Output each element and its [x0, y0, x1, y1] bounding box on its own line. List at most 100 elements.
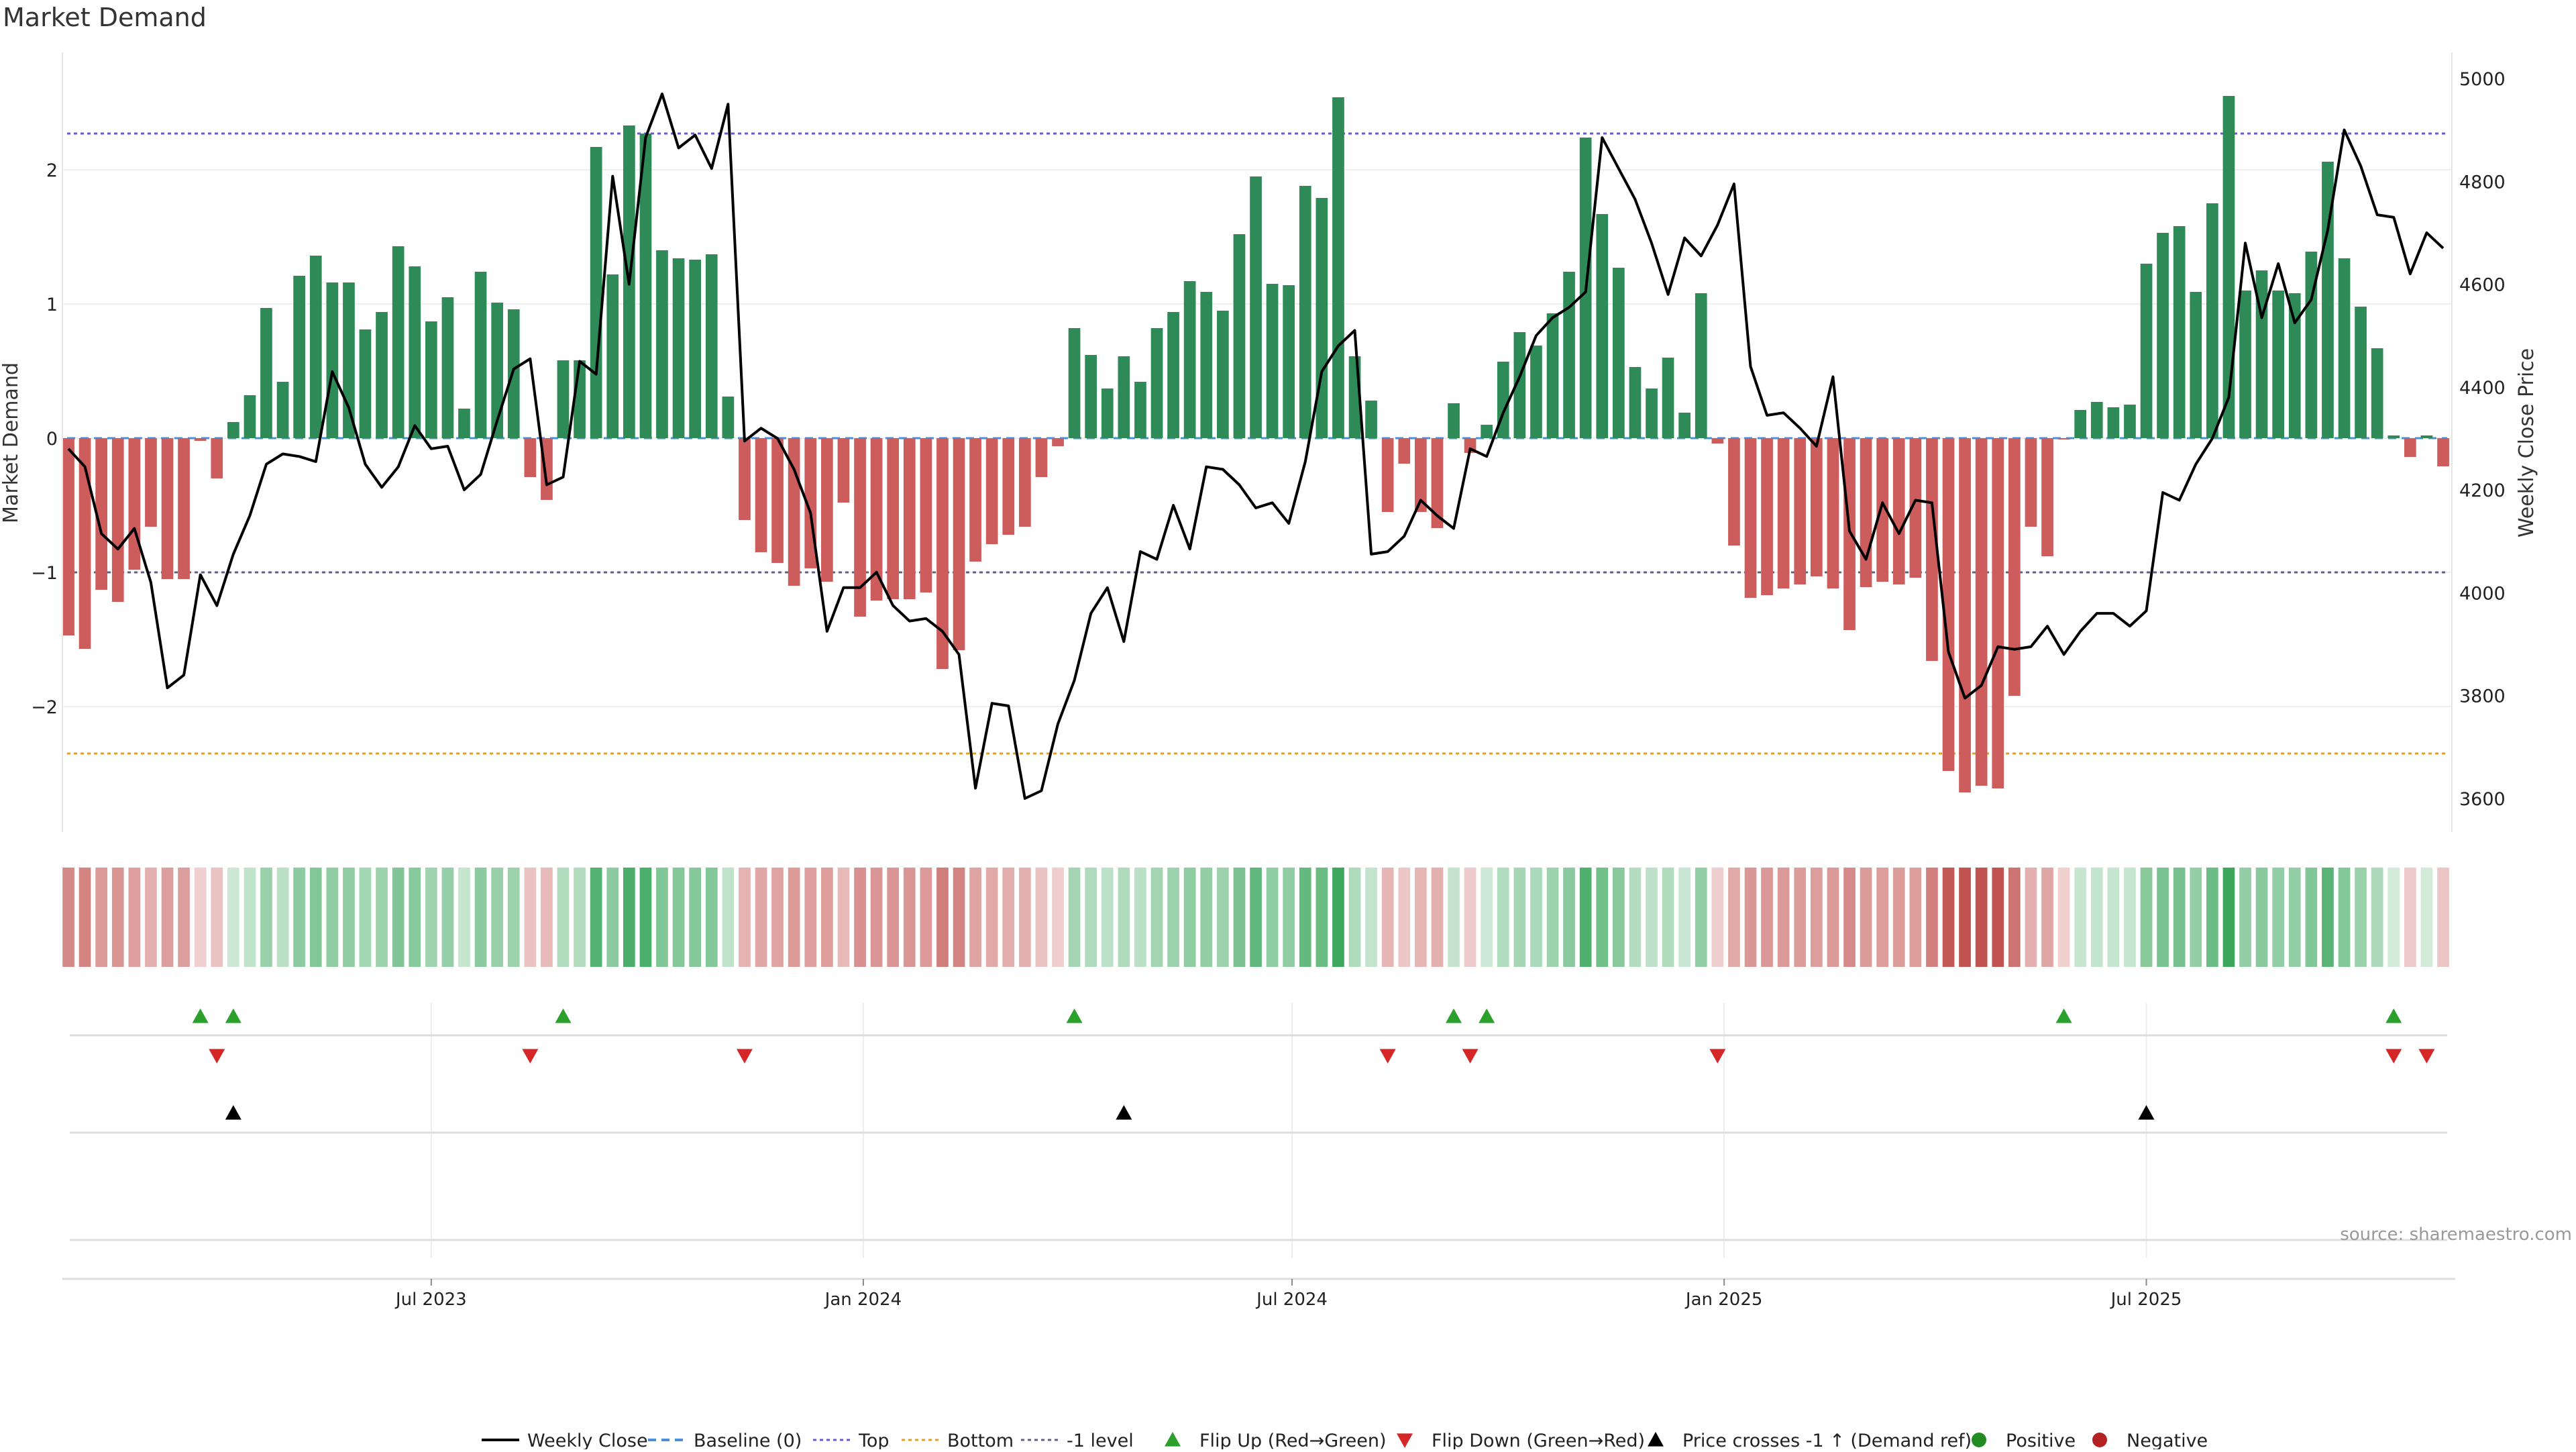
heat-cell — [887, 868, 899, 967]
demand-bar — [145, 438, 157, 527]
heat-cell — [1629, 868, 1642, 967]
demand-bar — [276, 382, 289, 438]
demand-bar — [1860, 438, 1872, 587]
heat-cell — [1365, 868, 1377, 967]
heat-cell — [722, 868, 735, 967]
heat-cell — [590, 868, 602, 967]
demand-bar — [78, 438, 91, 649]
heat-cell — [606, 868, 619, 967]
heat-cell — [211, 868, 223, 967]
demand-bar — [2272, 291, 2284, 438]
heat-cell — [1299, 868, 1311, 967]
heat-cell — [276, 868, 289, 967]
y2-tick-label: 4800 — [2459, 172, 2506, 193]
heat-cell — [1926, 868, 1938, 967]
heat-cell — [491, 868, 503, 967]
heat-cell — [1843, 868, 1856, 967]
heat-cell — [2107, 868, 2120, 967]
legend-label: Flip Down (Green→Red) — [1432, 1431, 1645, 1449]
heat-cell — [2420, 868, 2433, 967]
demand-bar — [2420, 435, 2433, 438]
demand-bar — [2206, 203, 2218, 438]
flip-down-marker — [1709, 1049, 1726, 1064]
legend-item: Flip Up (Red→Green) — [1165, 1431, 1387, 1451]
demand-bar — [62, 438, 74, 635]
demand-bar — [227, 422, 239, 438]
legend-label: Positive — [2006, 1431, 2076, 1449]
demand-bar — [2404, 438, 2416, 457]
demand-bar — [1613, 268, 1625, 438]
heat-cell — [2239, 868, 2251, 967]
demand-bar — [2387, 435, 2400, 438]
demand-bar — [705, 254, 718, 438]
heat-cell — [1464, 868, 1477, 967]
heat-cell — [1876, 868, 1888, 967]
heat-cell — [2025, 868, 2037, 967]
heat-cell — [1134, 868, 1146, 967]
demand-bar — [1332, 97, 1344, 438]
demand-bar — [2239, 291, 2251, 438]
demand-bar — [1266, 284, 1279, 438]
heat-cell — [1579, 868, 1592, 967]
demand-bar — [2338, 258, 2351, 438]
flip-down-marker — [2418, 1049, 2435, 1064]
demand-bar — [590, 147, 602, 438]
heat-cell — [739, 868, 751, 967]
legend-label: -1 level — [1067, 1431, 1134, 1449]
heat-cell — [62, 868, 74, 967]
x-tick-label: Jan 2024 — [824, 1290, 902, 1310]
heat-cell — [441, 868, 454, 967]
legend-item: Bottom — [902, 1431, 1014, 1451]
legend-item: -1 level — [1021, 1431, 1134, 1451]
y-tick-label: 2 — [46, 160, 58, 181]
demand-bar — [1959, 438, 1971, 792]
heat-cell — [2272, 868, 2284, 967]
demand-bar — [1827, 438, 1839, 588]
heat-cell — [2288, 868, 2301, 967]
demand-bar — [1695, 293, 1707, 438]
y2-tick-label: 5000 — [2459, 69, 2506, 90]
demand-bar — [1381, 438, 1394, 512]
x-tick-label: Jul 2025 — [2110, 1290, 2182, 1310]
legend-item: Price crosses -1 ↑ (Demand ref) — [1648, 1431, 1972, 1451]
legend-item: Positive — [1972, 1431, 2076, 1451]
weekly-close-line — [67, 93, 2445, 800]
heat-cell — [1794, 868, 1807, 967]
demand-bar — [2157, 233, 2169, 438]
demand-bar — [524, 438, 537, 477]
legend-label: Flip Up (Red→Green) — [1199, 1431, 1387, 1449]
demand-bar — [557, 360, 570, 438]
x-tick-label: Jan 2025 — [1684, 1290, 1763, 1310]
heat-cell — [227, 868, 239, 967]
heat-cell — [2305, 868, 2318, 967]
demand-bar — [985, 438, 998, 544]
heat-cell — [1431, 868, 1444, 967]
heat-cell — [1909, 868, 1922, 967]
flip-down-marker — [2385, 1049, 2402, 1064]
demand-bar — [441, 297, 454, 438]
demand-bar — [639, 134, 652, 438]
x-tick-label: Jul 2023 — [394, 1290, 467, 1310]
legend-label: Baseline (0) — [694, 1431, 802, 1449]
heat-cell — [2338, 868, 2351, 967]
heat-cell — [2140, 868, 2153, 967]
heat-cell — [1415, 868, 1427, 967]
heat-cell — [392, 868, 405, 967]
demand-bar — [1662, 358, 1674, 438]
demand-bar — [1777, 438, 1790, 588]
demand-bar — [1728, 438, 1740, 546]
source-note: source: sharemaestro.com — [2340, 1225, 2572, 1245]
heat-cell — [2057, 868, 2070, 967]
heat-cell — [178, 868, 190, 967]
demand-bar — [656, 250, 668, 438]
demand-bar — [1909, 438, 1922, 578]
heat-cell — [194, 868, 207, 967]
demand-bar — [1811, 438, 1823, 576]
flip-up-marker — [1446, 1008, 1462, 1023]
heat-cell — [936, 868, 949, 967]
heat-cell — [672, 868, 685, 967]
heat-cell — [309, 868, 322, 967]
heat-cell — [1678, 868, 1690, 967]
